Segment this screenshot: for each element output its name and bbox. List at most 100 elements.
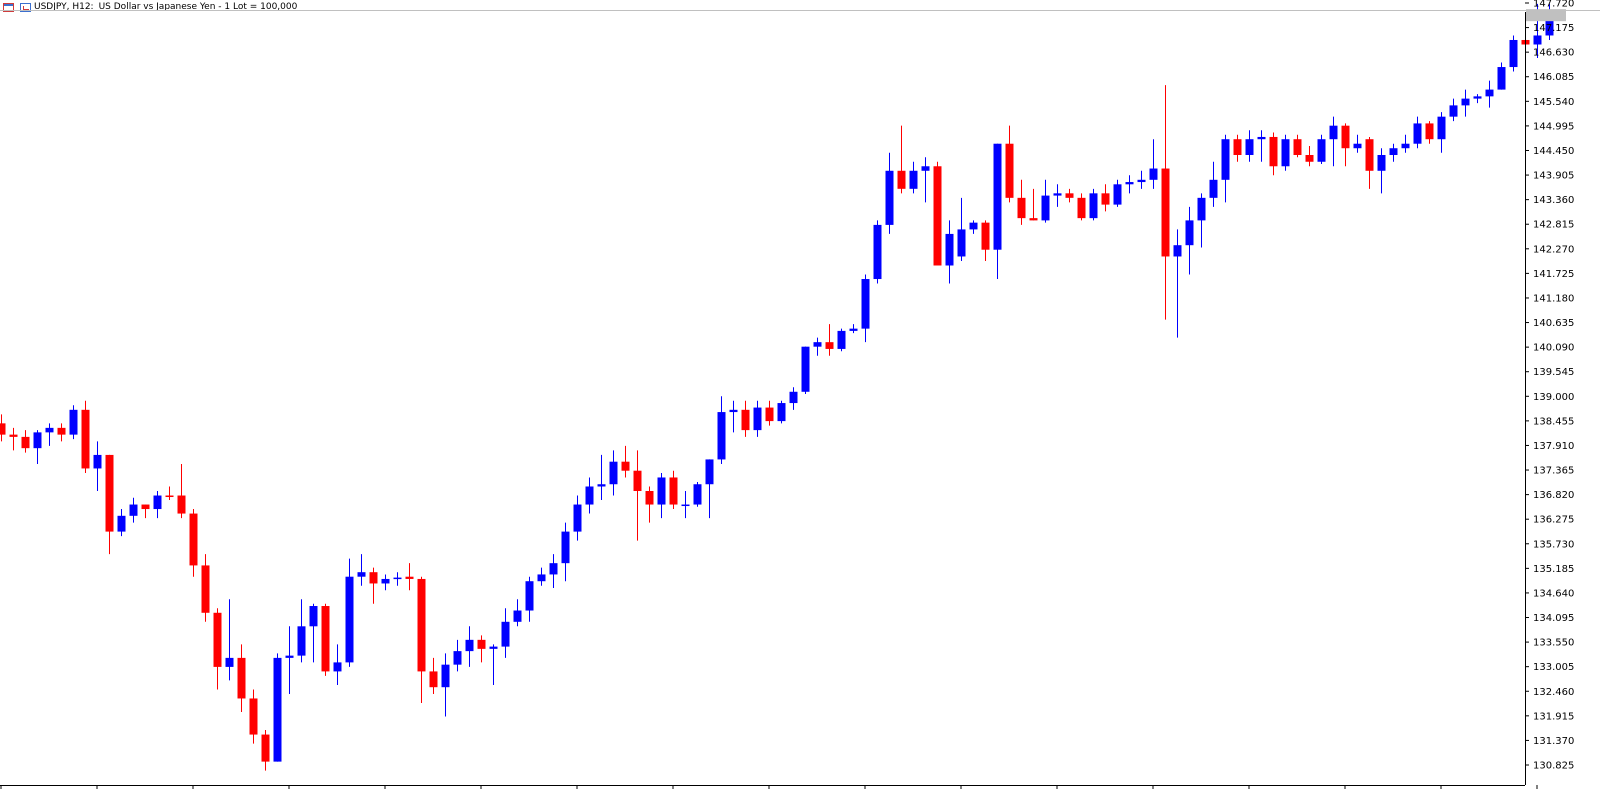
candle-body <box>0 423 6 435</box>
bull-candle <box>525 576 534 622</box>
price-tick-label: 145.540 <box>1533 97 1574 108</box>
candle-body <box>885 170 894 225</box>
candle-body <box>1485 89 1494 97</box>
candle-body <box>309 606 318 627</box>
bull-candle <box>969 220 978 234</box>
candle-body <box>1425 123 1434 140</box>
candle-body <box>945 233 954 266</box>
candle-body <box>597 484 606 487</box>
bull-candle <box>465 626 474 667</box>
bear-candle <box>0 414 6 442</box>
candle-body <box>417 578 426 672</box>
bull-candle <box>1497 62 1506 90</box>
bear-candle <box>825 324 834 356</box>
candle-body <box>1077 197 1086 219</box>
bear-candle <box>1029 188 1038 221</box>
bull-candle <box>1449 98 1458 122</box>
bear-candle <box>141 504 150 519</box>
bear-candle <box>1269 132 1278 176</box>
bear-candle <box>1365 136 1374 189</box>
bear-candle <box>201 554 210 622</box>
symbol-description: US Dollar vs Japanese Yen - 1 Lot = 100,… <box>98 2 298 12</box>
bull-candle <box>705 459 714 519</box>
bull-candle <box>1053 184 1062 207</box>
bull-candle <box>153 491 162 519</box>
candle-body <box>453 651 462 665</box>
price-tick-label: 141.180 <box>1533 293 1574 304</box>
bull-candle <box>393 572 402 586</box>
candle-body <box>705 459 714 485</box>
price-tick-label: 144.995 <box>1533 121 1574 132</box>
bull-candle <box>285 626 294 694</box>
bull-candle <box>1197 193 1206 248</box>
bear-candle <box>57 423 66 442</box>
bull-candle <box>1137 170 1146 189</box>
candle-body <box>813 342 822 347</box>
candle-body <box>777 403 786 422</box>
candle-body <box>9 434 18 437</box>
bear-candle <box>1161 85 1170 320</box>
candle-body <box>261 734 270 762</box>
bull-candle <box>309 603 318 663</box>
bull-candle <box>1413 116 1422 149</box>
candle-body <box>489 646 498 649</box>
bear-candle <box>189 509 198 577</box>
bear-candle <box>369 567 378 604</box>
candle-body <box>1137 179 1146 183</box>
bull-candle <box>921 157 930 203</box>
candle-body <box>165 495 174 498</box>
price-tick-label: 137.365 <box>1533 466 1574 477</box>
candle-body <box>153 495 162 510</box>
bull-candle <box>729 400 738 433</box>
candle-body <box>249 698 258 735</box>
candle-body <box>1449 105 1458 117</box>
bull-candle <box>801 346 810 395</box>
candle-body <box>669 477 678 505</box>
bull-candle <box>273 653 282 762</box>
price-tick-label: 147.720 <box>1533 0 1574 10</box>
bull-candle <box>225 599 234 681</box>
candle-body <box>1341 125 1350 149</box>
bear-candle <box>765 400 774 426</box>
bear-candle <box>1425 121 1434 144</box>
bull-candle <box>1353 134 1362 153</box>
bull-candle <box>1401 134 1410 153</box>
bear-candle <box>645 486 654 523</box>
bear-candle <box>249 689 258 744</box>
price-tick-label: 144.450 <box>1533 146 1574 157</box>
bear-candle <box>1077 193 1086 221</box>
bull-candle <box>1089 188 1098 221</box>
candle-body <box>1041 195 1050 221</box>
candle-body <box>201 565 210 613</box>
price-tick-label: 136.275 <box>1533 515 1574 526</box>
bear-candle <box>21 430 30 453</box>
candle-body <box>537 574 546 582</box>
price-tick-label: 141.725 <box>1533 269 1574 280</box>
candle-body <box>765 407 774 422</box>
bear-candle <box>237 644 246 713</box>
price-tick-label: 147.175 <box>1533 23 1574 34</box>
price-tick-label: 146.085 <box>1533 72 1574 83</box>
bull-candle <box>1173 229 1182 338</box>
bull-candle <box>537 567 546 586</box>
candle-body <box>1053 193 1062 196</box>
chart-title-bar: USDJPY, H12: US Dollar vs Japanese Yen -… <box>0 0 297 14</box>
candle-body <box>957 229 966 257</box>
candle-body <box>1377 154 1386 171</box>
bull-candle <box>345 558 354 667</box>
bull-candle <box>993 143 1002 280</box>
bear-candle <box>981 220 990 261</box>
bull-candle <box>777 400 786 424</box>
price-tick-label: 134.640 <box>1533 588 1574 599</box>
candle-body <box>849 328 858 331</box>
candle-body <box>1401 143 1410 149</box>
bull-candle <box>297 599 306 663</box>
candle-body <box>825 342 834 349</box>
candle-body <box>1281 139 1290 167</box>
bear-candle <box>9 427 18 451</box>
bull-candle <box>489 644 498 685</box>
price-tick-label: 136.820 <box>1533 490 1574 501</box>
bull-candle <box>93 441 102 492</box>
candle-body <box>645 491 654 505</box>
